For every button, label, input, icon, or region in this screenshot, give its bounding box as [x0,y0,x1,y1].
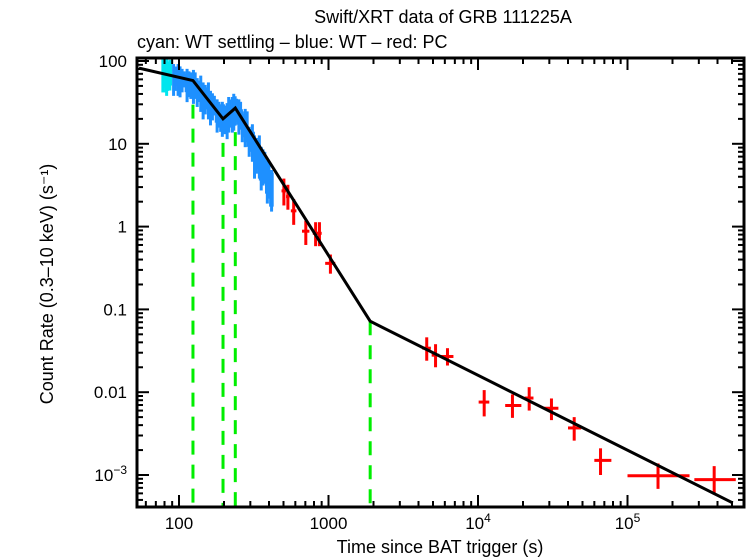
plot-frame [135,56,746,509]
y-tick-label-base: 0.01 [94,383,127,402]
y-tick-label-base: 1 [118,218,127,237]
chart-title: Swift/XRT data of GRB 111225A [314,7,572,27]
x-tick-label: 105 [615,511,641,533]
fit-model-line [138,66,734,505]
y-tick-label-base: 0.1 [103,300,127,319]
y-tick-label: 100 [99,52,127,71]
x-tick-label-base: 10 [615,514,634,533]
y-tick-label-base: 100 [99,52,127,71]
y-tick-label: 10−3 [94,463,127,485]
pc-data-point [694,466,736,495]
y-tick-label-exponent: −3 [113,463,127,477]
y-tick-label-base: 10 [108,135,127,154]
x-tick-label-base: 100 [165,514,193,533]
pc-data-point [302,220,310,245]
x-tick-label: 1000 [310,514,348,533]
x-tick-label-exponent: 5 [634,511,641,525]
x-tick-label: 104 [465,511,491,533]
plot-area [138,58,736,507]
y-tick-label: 10 [108,135,127,154]
x-tick-label-base: 1000 [310,514,348,533]
chart-subtitle: cyan: WT settling – blue: WT – red: PC [137,32,447,52]
pc-data-point [568,417,582,441]
y-axis-label: Count Rate (0.3–10 keV) (s⁻¹) [37,164,57,405]
y-tick-label: 0.1 [103,300,127,319]
pc-data-point [478,390,490,417]
x-axis-label: Time since BAT trigger (s) [337,537,544,557]
y-tick-label: 1 [118,218,127,237]
pc-data-point [290,199,297,225]
y-tick-label: 0.01 [94,383,127,402]
y-tick-label-base: 10 [94,466,113,485]
x-tick-label-exponent: 4 [484,511,491,525]
x-tick-label: 100 [165,514,193,533]
pc-data-point [594,448,612,475]
pc-data-point [505,394,522,418]
x-tick-label-base: 10 [465,514,484,533]
